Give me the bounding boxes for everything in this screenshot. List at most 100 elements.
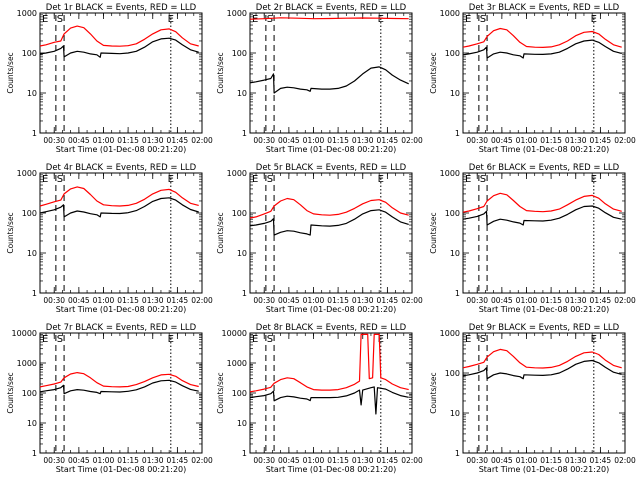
x-tick-label: 00:45 xyxy=(278,456,300,465)
events-series-line xyxy=(39,379,199,395)
lld-series-line xyxy=(39,372,199,388)
y-tick-label: 10 xyxy=(237,89,247,98)
x-tick-label: 01:00 xyxy=(516,296,538,305)
y-tick-label: 1 xyxy=(242,289,247,298)
edge-marker-label: E xyxy=(465,14,471,25)
panel-title: Det 3r BLACK = Events, RED = LLD xyxy=(469,3,620,13)
edge-marker-label: E xyxy=(465,334,471,345)
x-tick-label: 01:00 xyxy=(303,296,325,305)
x-tick-label: 01:45 xyxy=(377,136,399,145)
end-marker-label: E xyxy=(591,334,597,345)
x-tick-label: 01:45 xyxy=(167,456,189,465)
events-series-line xyxy=(462,205,622,226)
end-marker-label: E xyxy=(378,334,384,345)
x-tick-label: 00:30 xyxy=(253,456,275,465)
x-tick-label: 00:45 xyxy=(278,296,300,305)
start-marker-label: S xyxy=(57,334,63,345)
x-tick-label: 01:30 xyxy=(352,456,374,465)
y-tick-label: 100 xyxy=(445,209,460,218)
events-series-line xyxy=(462,359,622,380)
panel-title: Det 7r BLACK = Events, RED = LLD xyxy=(46,323,197,333)
panel-title: Det 9r BLACK = Events, RED = LLD xyxy=(469,323,620,333)
x-tick-label: 00:45 xyxy=(491,456,513,465)
lld-series-line xyxy=(249,333,409,393)
edge-marker-label: E xyxy=(252,174,258,185)
x-tick-label: 01:00 xyxy=(516,136,538,145)
x-axis-label: Start Time (01-Dec-08 00:21:20) xyxy=(266,465,397,474)
start-marker-label: S xyxy=(57,14,63,25)
lld-series-line xyxy=(39,25,199,47)
y-axis-label: Counts/sec xyxy=(429,52,438,93)
x-tick-label: 00:30 xyxy=(253,296,275,305)
x-axis-label: Start Time (01-Dec-08 00:21:20) xyxy=(56,145,187,154)
y-axis-label: Counts/sec xyxy=(6,212,15,253)
x-axis-label: Start Time (01-Dec-08 00:21:20) xyxy=(479,145,610,154)
x-tick-label: 01:00 xyxy=(93,296,115,305)
y-tick-label: 10 xyxy=(237,249,247,258)
lld-series-line xyxy=(249,197,409,219)
edge-marker-label: E xyxy=(42,334,48,345)
lld-series-line xyxy=(462,27,622,49)
x-tick-label: 00:45 xyxy=(491,296,513,305)
events-series-line xyxy=(249,66,409,94)
y-axis-label: Counts/sec xyxy=(6,52,15,93)
panel-title: Det 5r BLACK = Events, RED = LLD xyxy=(256,163,407,173)
x-tick-label: 00:45 xyxy=(491,136,513,145)
y-axis-label: Counts/sec xyxy=(429,212,438,253)
plot-frame xyxy=(462,172,626,294)
y-tick-label: 100 xyxy=(22,209,37,218)
y-axis-label: Counts/sec xyxy=(6,372,15,413)
x-tick-label: 01:45 xyxy=(590,456,612,465)
x-tick-label: 00:45 xyxy=(68,456,90,465)
x-axis-label: Start Time (01-Dec-08 00:21:20) xyxy=(266,305,397,314)
x-tick-label: 02:00 xyxy=(191,136,213,145)
y-tick-label: 1000 xyxy=(227,359,247,368)
x-tick-label: 02:00 xyxy=(191,456,213,465)
x-axis-label: Start Time (01-Dec-08 00:21:20) xyxy=(56,465,187,474)
x-tick-label: 01:45 xyxy=(377,456,399,465)
y-axis-label: Counts/sec xyxy=(216,52,225,93)
y-tick-label: 10 xyxy=(27,89,37,98)
x-tick-label: 00:45 xyxy=(68,296,90,305)
panel-title: Det 1r BLACK = Events, RED = LLD xyxy=(46,3,197,13)
y-tick-label: 10000 xyxy=(12,329,37,338)
end-marker-label: E xyxy=(591,14,597,25)
events-series-line xyxy=(249,386,409,415)
x-tick-label: 00:30 xyxy=(43,296,65,305)
x-tick-label: 01:30 xyxy=(565,456,587,465)
lld-series-line xyxy=(249,17,409,20)
edge-marker-label: E xyxy=(252,334,258,345)
y-tick-label: 100 xyxy=(445,369,460,378)
panel-title: Det 4r BLACK = Events, RED = LLD xyxy=(46,163,197,173)
x-tick-label: 01:45 xyxy=(167,136,189,145)
y-tick-label: 1 xyxy=(455,129,460,138)
x-tick-label: 01:00 xyxy=(93,136,115,145)
plot-frame xyxy=(462,332,626,454)
y-tick-label: 100 xyxy=(232,49,247,58)
x-tick-label: 01:30 xyxy=(142,456,164,465)
y-tick-label: 10 xyxy=(450,249,460,258)
plot-frame xyxy=(39,12,203,134)
events-series-line xyxy=(39,197,199,218)
y-tick-label: 1000 xyxy=(440,9,460,18)
start-marker-label: S xyxy=(480,334,486,345)
y-tick-label: 1000 xyxy=(440,169,460,178)
y-tick-label: 10000 xyxy=(222,329,247,338)
x-tick-label: 01:15 xyxy=(117,136,139,145)
y-tick-label: 1000 xyxy=(17,169,37,178)
x-tick-label: 02:00 xyxy=(401,296,423,305)
x-tick-label: 01:15 xyxy=(327,296,349,305)
x-tick-label: 00:30 xyxy=(466,456,488,465)
x-axis-label: Start Time (01-Dec-08 00:21:20) xyxy=(56,305,187,314)
end-marker-label: E xyxy=(168,14,174,25)
x-tick-label: 00:45 xyxy=(68,136,90,145)
x-tick-label: 02:00 xyxy=(401,136,423,145)
x-axis-label: Start Time (01-Dec-08 00:21:20) xyxy=(479,465,610,474)
y-tick-label: 1 xyxy=(32,449,37,458)
y-tick-label: 1000 xyxy=(17,9,37,18)
y-axis-label: Counts/sec xyxy=(429,372,438,413)
x-tick-label: 01:15 xyxy=(327,456,349,465)
x-tick-label: 01:30 xyxy=(352,136,374,145)
lld-series-line xyxy=(462,192,622,213)
